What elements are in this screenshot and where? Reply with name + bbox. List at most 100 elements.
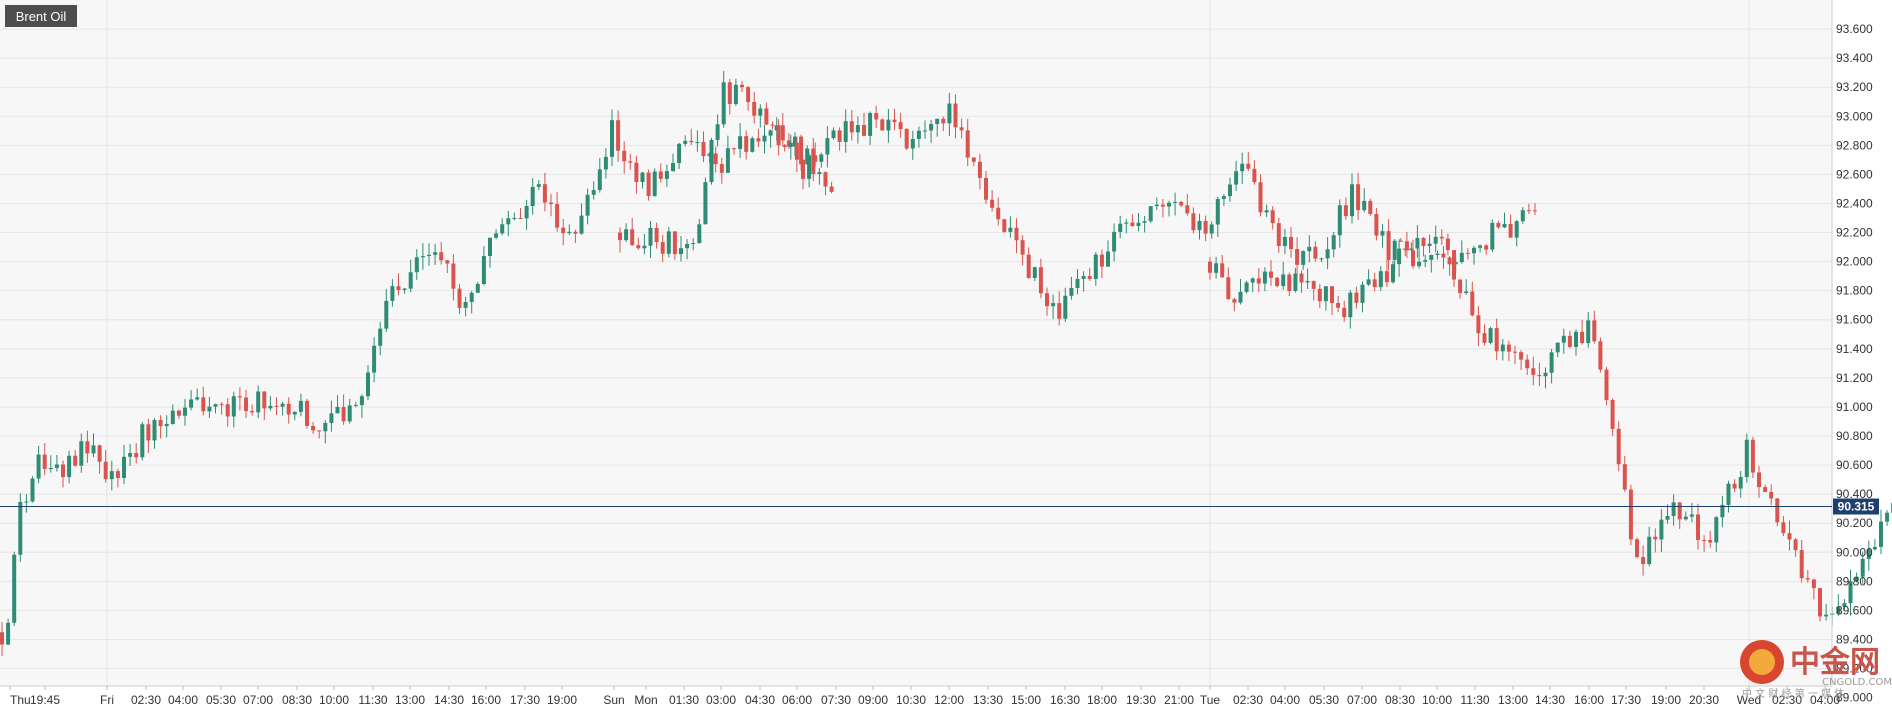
candle-body — [1397, 248, 1402, 265]
candle-body — [1628, 489, 1633, 540]
candle-body — [183, 407, 187, 416]
candle-body — [1289, 236, 1293, 250]
candle-body — [48, 467, 53, 470]
candle-body — [776, 125, 781, 146]
x-tick-label: 01:30 — [669, 693, 699, 707]
candle-body — [140, 424, 145, 458]
candle-body — [935, 118, 940, 124]
candle-body — [195, 397, 200, 400]
candle-body — [1464, 291, 1469, 294]
candle-body — [1732, 483, 1737, 489]
candle-body — [984, 177, 988, 200]
candle-body — [1598, 341, 1603, 370]
candle-body — [225, 404, 230, 417]
candle-body — [1793, 539, 1798, 551]
x-tick-label: 04:30 — [745, 693, 775, 707]
candle-body — [1439, 236, 1444, 239]
x-tick-label: 17:30 — [510, 693, 540, 707]
candle-body — [1319, 258, 1324, 260]
candle-body — [1106, 251, 1110, 267]
candle-body — [1380, 231, 1385, 236]
x-tick-label: Thu — [10, 693, 31, 707]
candle-body — [305, 400, 309, 426]
logo-domain: CNGOLD.COM.CN — [1822, 677, 1892, 688]
candle-body — [1567, 335, 1572, 347]
candle-body — [630, 229, 635, 246]
candle-body — [1118, 223, 1123, 232]
candle-body — [1258, 182, 1263, 213]
candle-body — [1799, 550, 1804, 579]
candle-body — [1478, 245, 1483, 248]
candle-body — [1885, 512, 1890, 522]
candle-body — [1336, 303, 1341, 308]
x-tick-label: 07:00 — [1347, 693, 1377, 707]
candle-body — [1008, 227, 1013, 232]
candle-body — [1270, 210, 1275, 224]
candle-body — [1099, 254, 1104, 267]
candle-body — [1214, 263, 1219, 273]
candle-body — [451, 263, 456, 289]
candle-body — [1262, 271, 1267, 284]
candle-body — [1313, 246, 1318, 259]
candle-body — [654, 227, 659, 243]
candle-body — [500, 224, 505, 234]
candle-body — [1787, 533, 1792, 540]
x-tick-label: 11:30 — [358, 693, 387, 707]
candle-body — [1775, 498, 1780, 523]
y-tick-label: 90.600 — [1836, 458, 1873, 472]
y-tick-label: 91.400 — [1836, 342, 1873, 356]
candle-body — [1325, 249, 1330, 259]
x-tick-label: 14:30 — [1535, 693, 1565, 707]
candle-body — [433, 252, 438, 255]
candle-body — [1738, 476, 1743, 489]
candle-body — [819, 154, 824, 162]
candle-body — [402, 288, 407, 291]
candle-body — [79, 441, 84, 466]
candle-body — [469, 292, 474, 302]
candle-body — [189, 399, 194, 408]
candle-body — [1330, 286, 1334, 304]
candle-body — [1604, 369, 1609, 401]
candle-body — [695, 142, 700, 144]
candle-body — [134, 453, 139, 458]
candle-body — [923, 130, 927, 132]
candle-body — [1191, 213, 1196, 231]
candle-body — [292, 411, 297, 415]
x-tick-label: 21:00 — [1164, 693, 1194, 707]
candle-body — [1811, 579, 1816, 589]
candle-body — [1342, 307, 1347, 318]
candle-body — [463, 301, 468, 308]
candle-body — [1384, 271, 1389, 283]
candle-body — [658, 171, 663, 179]
candle-body — [1689, 514, 1694, 517]
candle-body — [652, 171, 657, 196]
candle-body — [1244, 282, 1249, 292]
candle-body — [1549, 352, 1554, 373]
candle-body — [793, 136, 797, 147]
candle-body — [1411, 250, 1415, 267]
candle-body — [30, 478, 35, 502]
x-tick-label: 13:00 — [395, 693, 425, 707]
candle-body — [1014, 227, 1019, 241]
candle-body — [91, 445, 96, 454]
candle-body — [1020, 240, 1025, 255]
x-tick-label: 08:30 — [282, 693, 312, 707]
x-tick-label: 15:00 — [1011, 693, 1041, 707]
candle-body — [555, 204, 560, 228]
candle-body — [1805, 578, 1810, 580]
candle-body — [1417, 261, 1422, 267]
candle-body — [634, 162, 639, 183]
candle-body — [1441, 253, 1446, 258]
candle-body — [752, 101, 757, 116]
candle-body — [1824, 614, 1829, 617]
candle-body — [1348, 292, 1353, 318]
candle-body — [1781, 522, 1786, 534]
candle-body — [904, 129, 909, 149]
candle-body — [1506, 344, 1511, 352]
candle-body — [1580, 331, 1585, 344]
candle-body — [439, 252, 444, 261]
candle-body — [1879, 521, 1883, 547]
candle-body — [1293, 273, 1298, 291]
x-tick-label: 08:30 — [1385, 693, 1415, 707]
